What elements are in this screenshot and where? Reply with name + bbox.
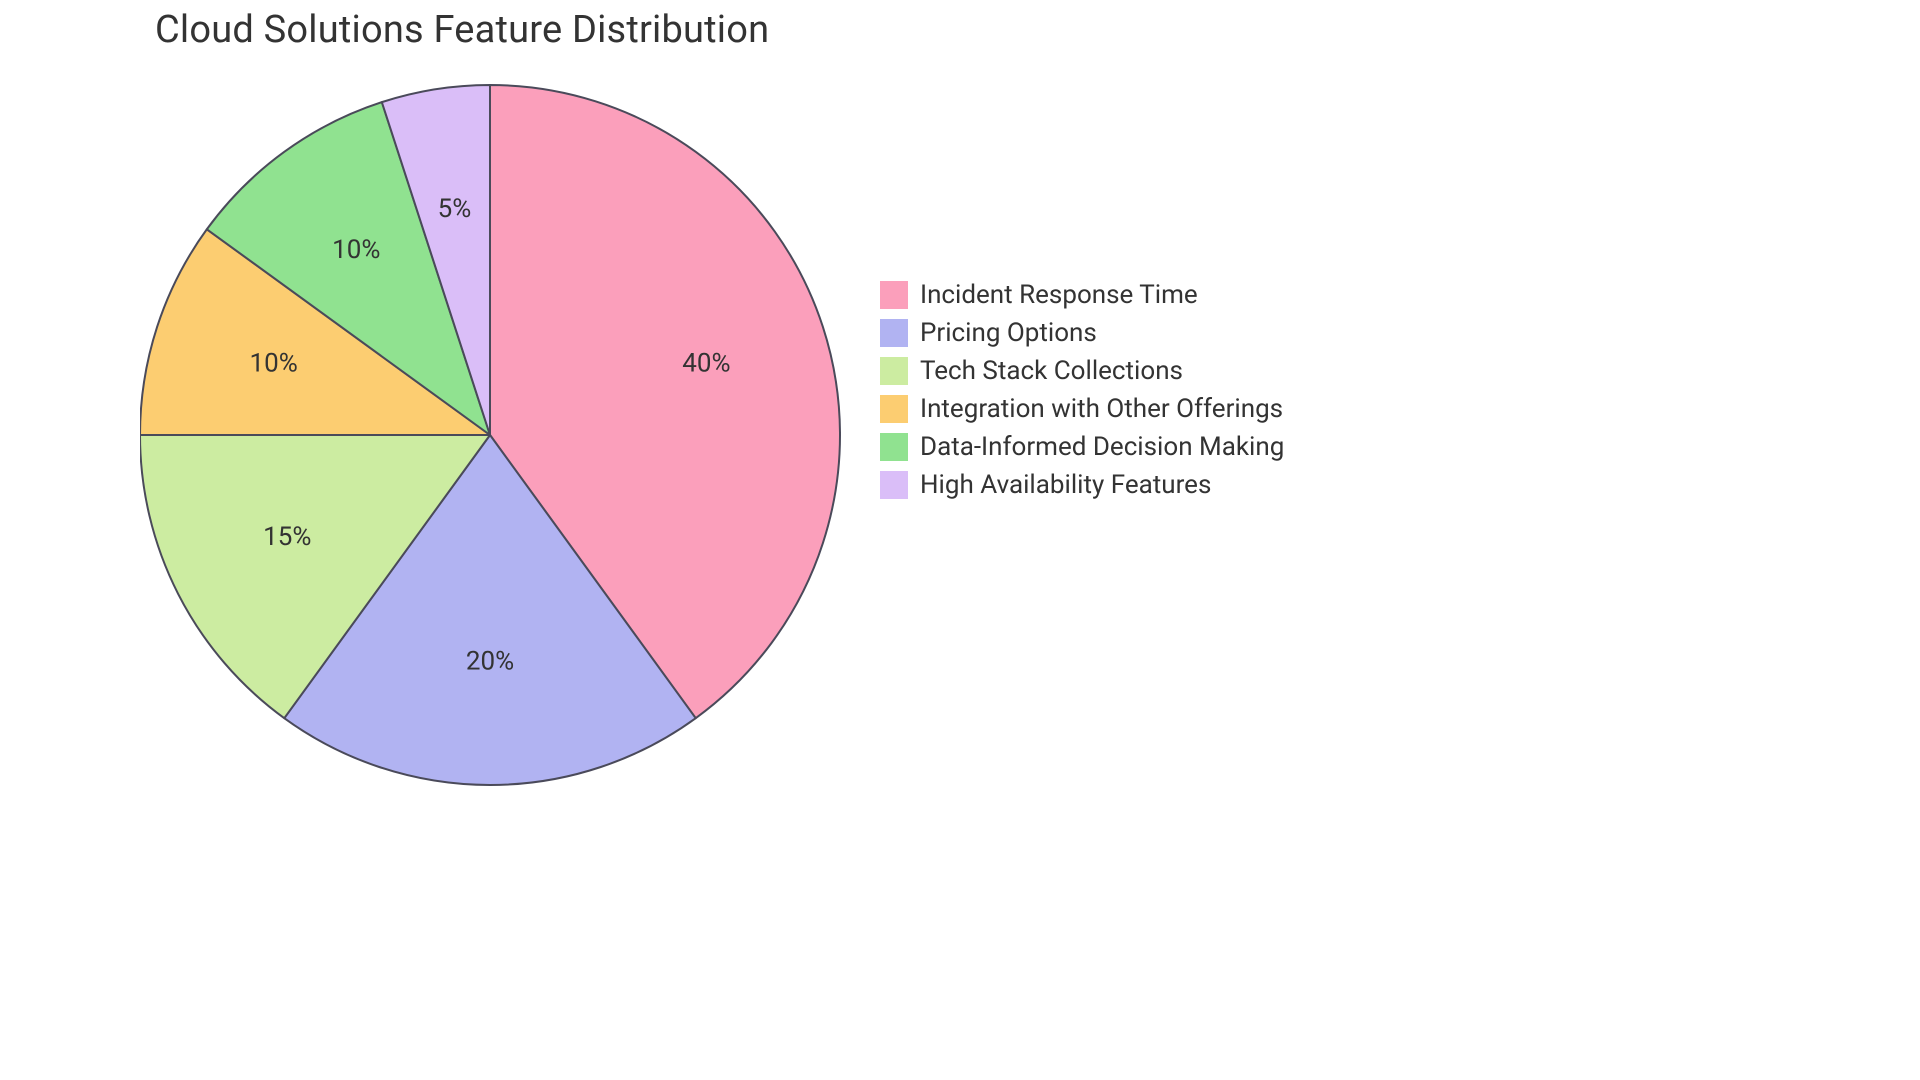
legend-swatch — [880, 281, 908, 309]
pie-slice-label: 5% — [438, 194, 472, 224]
legend-swatch — [880, 433, 908, 461]
pie-slice-label: 10% — [249, 349, 297, 379]
legend-label: High Availability Features — [920, 470, 1211, 500]
legend-item: Tech Stack Collections — [880, 356, 1284, 386]
legend-label: Data-Informed Decision Making — [920, 432, 1284, 462]
legend-label: Integration with Other Offerings — [920, 394, 1283, 424]
legend-swatch — [880, 357, 908, 385]
legend-swatch — [880, 395, 908, 423]
legend-item: High Availability Features — [880, 470, 1284, 500]
pie-chart-svg: 40% 20% 15% 10% 10% 5% — [140, 75, 860, 815]
legend-label: Tech Stack Collections — [920, 356, 1183, 386]
legend-item: Integration with Other Offerings — [880, 394, 1284, 424]
legend-item: Pricing Options — [880, 318, 1284, 348]
legend-swatch — [880, 471, 908, 499]
legend-item: Incident Response Time — [880, 280, 1284, 310]
pie-chart-container: Cloud Solutions Feature Distribution 40%… — [0, 0, 1440, 820]
pie-slice-label: 10% — [332, 235, 380, 265]
pie-slice-label: 40% — [682, 349, 730, 379]
chart-title: Cloud Solutions Feature Distribution — [155, 8, 769, 52]
pie-slice-label: 15% — [263, 522, 311, 552]
legend-label: Pricing Options — [920, 318, 1097, 348]
legend-swatch — [880, 319, 908, 347]
chart-legend: Incident Response Time Pricing Options Tec… — [880, 280, 1284, 508]
legend-item: Data-Informed Decision Making — [880, 432, 1284, 462]
legend-label: Incident Response Time — [920, 280, 1198, 310]
pie-slice-label: 20% — [466, 646, 514, 676]
